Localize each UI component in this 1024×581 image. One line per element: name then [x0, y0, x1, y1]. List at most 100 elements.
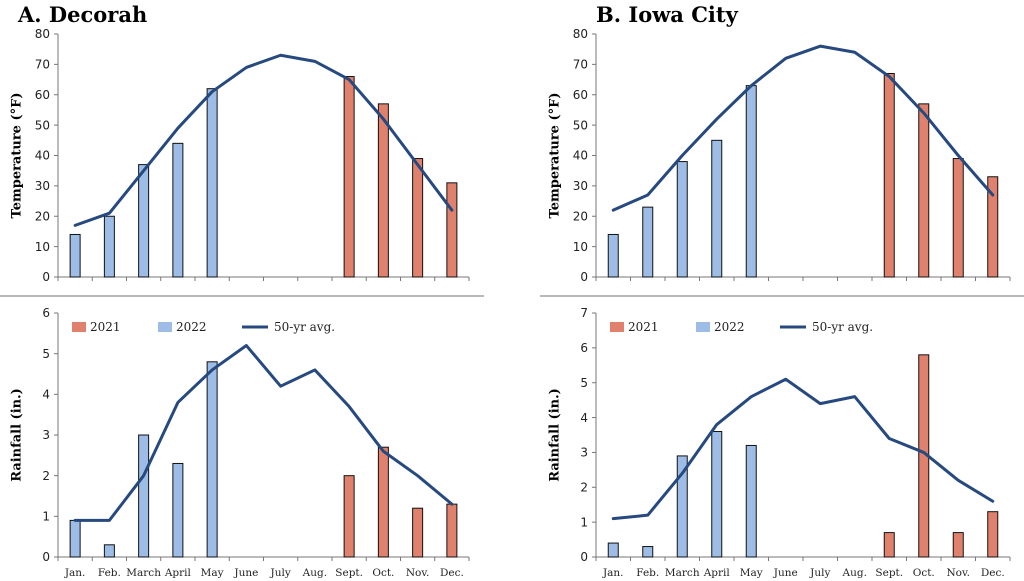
legend-swatch-2022	[158, 322, 172, 332]
x-tick-label: Jan.	[602, 567, 624, 579]
y-tick-label: 3	[42, 428, 50, 442]
y-tick-label: 3	[580, 446, 588, 460]
y-tick-label: 60	[35, 88, 50, 102]
y-tick-label: 6	[42, 306, 50, 320]
x-tick-label: July	[269, 567, 290, 579]
y-tick-label: 30	[573, 179, 588, 193]
y-tick-label: 70	[35, 58, 50, 72]
legend-label-avg: 50-yr avg.	[274, 320, 335, 334]
y-tick-label: 40	[573, 149, 588, 163]
legend-label-avg: 50-yr avg.	[812, 320, 873, 334]
x-tick-label: July	[809, 567, 830, 579]
y-tick-label: 30	[35, 179, 50, 193]
y-axis-label: Rainfall (in.)	[548, 388, 563, 482]
bar-2022	[172, 462, 184, 558]
chart-3: Temperature (°F) 0 10 20 30 40 50 60 70 80	[548, 27, 1011, 284]
y-tick-label: 70	[573, 58, 588, 72]
bar-2021	[343, 475, 355, 558]
avg-line	[611, 377, 995, 521]
bar-2021	[412, 507, 424, 558]
legend-swatch-2022	[696, 322, 710, 332]
x-tick-label: June	[773, 567, 798, 579]
y-tick-label: 4	[580, 411, 588, 425]
bar-2021	[883, 532, 895, 558]
panel-title-decorah: A. Decorah	[18, 2, 148, 27]
y-tick-label: 0	[42, 550, 50, 564]
x-tick-label: May	[740, 567, 763, 579]
x-tick-label: Oct.	[913, 567, 935, 579]
x-tick-label: Nov.	[946, 567, 970, 579]
bar-2021	[446, 182, 458, 278]
bar-2022	[138, 164, 150, 278]
bar-2022	[138, 434, 150, 558]
bar-2021	[343, 76, 355, 278]
x-tick-label: Nov.	[406, 567, 430, 579]
bar-2022	[206, 88, 218, 278]
panel-title-iowa-city: B. Iowa City	[596, 2, 738, 27]
bar-2022	[745, 444, 757, 558]
legend-label-2021: 2021	[628, 320, 659, 334]
x-tick-label: March	[126, 567, 161, 579]
y-tick-label: 10	[35, 240, 50, 254]
y-tick-label: 60	[573, 88, 588, 102]
y-tick-label: 1	[580, 515, 588, 529]
y-tick-label: 5	[580, 376, 588, 390]
y-tick-label: 1	[42, 510, 50, 524]
bar-2022	[676, 161, 688, 278]
y-tick-label: 50	[35, 118, 50, 132]
chart-2: Rainfall (in.) 0 1 2 3 4 5 6 Jan. Feb. March April M…	[10, 306, 470, 579]
y-tick-label: 80	[573, 27, 588, 41]
legend: 2021 2022 50-yr avg.	[72, 320, 335, 334]
x-tick-label: Oct.	[372, 567, 394, 579]
y-tick-label: 0	[580, 270, 588, 284]
bar-2021	[952, 532, 964, 558]
x-tick-label: Feb.	[636, 567, 659, 579]
bar-2021	[377, 103, 389, 278]
bar-2021	[987, 176, 999, 278]
bar-2022	[69, 519, 81, 558]
x-tick-label: May	[201, 567, 224, 579]
y-tick-label: 50	[573, 118, 588, 132]
y-tick-label: 0	[580, 550, 588, 564]
y-tick-label: 20	[35, 209, 50, 223]
x-tick-label: Sept.	[335, 567, 363, 579]
bar-2022	[745, 85, 757, 278]
y-tick-label: 20	[573, 209, 588, 223]
bar-2022	[607, 233, 619, 278]
legend-swatch-2021	[72, 322, 86, 332]
bar-2021	[918, 103, 930, 278]
legend-swatch-2021	[610, 322, 624, 332]
y-tick-label: 5	[42, 347, 50, 361]
bar-2022	[676, 455, 688, 558]
bar-2022	[711, 139, 723, 278]
bar-2021	[377, 446, 389, 558]
y-axis-label: Temperature (°F)	[548, 93, 563, 219]
bar-2021	[412, 158, 424, 278]
avg-line	[73, 53, 454, 227]
x-tick-label: April	[164, 567, 192, 579]
y-tick-label: 2	[580, 480, 588, 494]
bar-2022	[103, 544, 115, 558]
bar-2022	[172, 142, 184, 278]
x-tick-label: June	[233, 567, 258, 579]
bar-2022	[607, 542, 619, 558]
x-tick-label: Aug.	[842, 567, 867, 579]
y-axis-label: Rainfall (in.)	[10, 388, 25, 482]
bar-2021	[446, 503, 458, 558]
avg-line	[73, 344, 454, 522]
legend-label-2022: 2022	[714, 320, 745, 334]
bar-2022	[69, 233, 81, 278]
x-tick-label: March	[665, 567, 700, 579]
x-tick-label: Aug.	[302, 567, 327, 579]
x-tick-label: April	[703, 567, 731, 579]
x-tick-label: Dec.	[981, 567, 1005, 579]
x-tick-label: Sept.	[875, 567, 903, 579]
legend-label-2021: 2021	[90, 320, 121, 334]
y-axis-label: Temperature (°F)	[10, 93, 25, 219]
y-tick-label: 40	[35, 149, 50, 163]
bar-2022	[206, 361, 218, 558]
bar-2021	[987, 511, 999, 558]
bar-2022	[642, 546, 654, 558]
bar-2022	[103, 215, 115, 278]
